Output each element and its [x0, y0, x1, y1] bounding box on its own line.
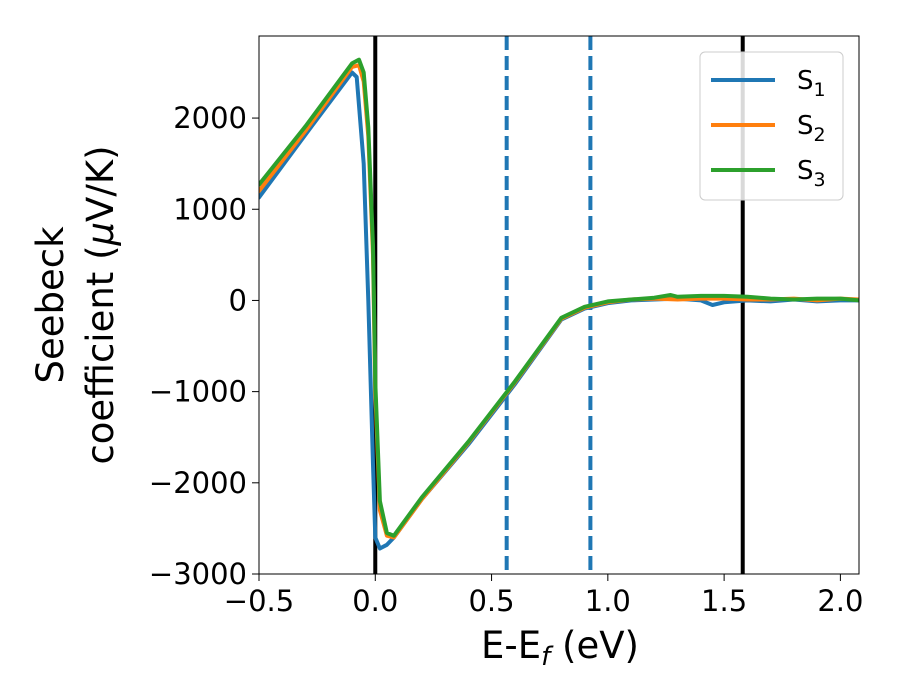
x-tick-label: 0.5	[468, 584, 514, 618]
x-axis: −0.5 0.0 0.5 1.0 1.5 2.0	[224, 574, 863, 618]
legend: S1 S2 S3	[699, 51, 844, 201]
x-tick-label: 2.0	[817, 584, 863, 618]
y-axis-title-mu: μ	[79, 222, 122, 247]
x-axis-title: E-Ef (eV)	[481, 624, 639, 672]
y-tick-label: 2000	[173, 101, 247, 135]
x-axis-title-main: E-E	[481, 624, 541, 667]
y-axis: −3000 −2000 −1000 0 1000 2000	[149, 101, 259, 591]
plot-frame	[258, 35, 860, 575]
legend-label-s3: S3	[797, 156, 826, 191]
x-tick-label: −0.5	[224, 584, 294, 618]
legend-label-s2: S2	[797, 111, 826, 146]
series-line-s3	[259, 57, 859, 538]
y-tick-label: 1000	[173, 192, 247, 226]
legend-label-s1: S1	[797, 66, 826, 101]
y-tick-label: −2000	[149, 466, 247, 500]
x-tick-label: 1.0	[585, 584, 631, 618]
y-axis-title-line2: coefficient (μV/K)	[79, 145, 122, 464]
y-tick-label: 0	[229, 283, 247, 317]
y-axis-title-unit: V/K)	[79, 145, 122, 221]
y-tick-label: −3000	[149, 557, 247, 591]
y-axis-title: Seebeck coefficient (μV/K)	[29, 145, 122, 464]
x-axis-title-unit: (eV)	[550, 624, 639, 667]
x-tick-label: 1.5	[701, 584, 747, 618]
y-axis-title-line1: Seebeck	[29, 226, 72, 384]
y-tick-label: −1000	[149, 375, 247, 409]
x-tick-label: 0.0	[352, 584, 398, 618]
series-lines	[259, 57, 859, 551]
y-axis-title-text: coefficient (	[79, 245, 122, 464]
